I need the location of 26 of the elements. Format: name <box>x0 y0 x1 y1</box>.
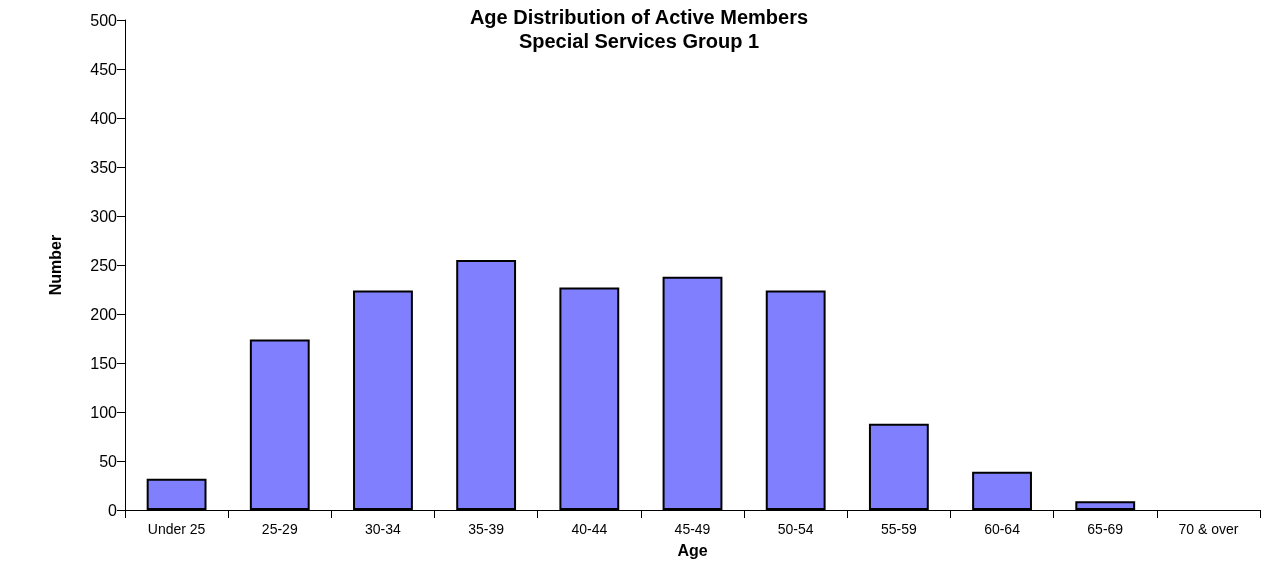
chart-title: Age Distribution of Active Members <box>469 6 809 28</box>
y-tick-label: 0 <box>108 501 118 519</box>
y-tick-label: 350 <box>90 158 118 176</box>
x-tick-label: 40-44 <box>571 521 608 537</box>
text: Special Services Group 1 <box>518 30 760 52</box>
y-axis-title: Number <box>46 234 64 296</box>
y-tick-label: 100 <box>90 403 118 421</box>
y-tick-label: 150 <box>90 354 118 372</box>
x-tick-label: 60-64 <box>984 521 1021 537</box>
x-tick-label: Under 25 <box>147 521 206 537</box>
y-tick-label: 500 <box>90 11 118 29</box>
x-tick-label: 70 & over <box>1178 521 1239 537</box>
x-tick-label: 65-69 <box>1087 521 1124 537</box>
y-tick-label: 50 <box>99 452 118 470</box>
y-tick-label: 250 <box>90 256 118 274</box>
y-tick-label: 200 <box>90 305 118 323</box>
x-tick-label: 30-34 <box>365 521 402 537</box>
x-tick-label: 55-59 <box>880 521 917 537</box>
x-tick-label: 45-49 <box>674 521 711 537</box>
x-tick-label: 25-29 <box>261 521 298 537</box>
y-tick-label: 400 <box>90 109 118 127</box>
y-tick-label: 300 <box>90 207 118 225</box>
y-tick-label: 450 <box>90 60 118 78</box>
x-tick-label: 50-54 <box>777 521 814 537</box>
x-tick-label: 35-39 <box>468 521 505 537</box>
x-axis-title: Age <box>677 541 708 559</box>
